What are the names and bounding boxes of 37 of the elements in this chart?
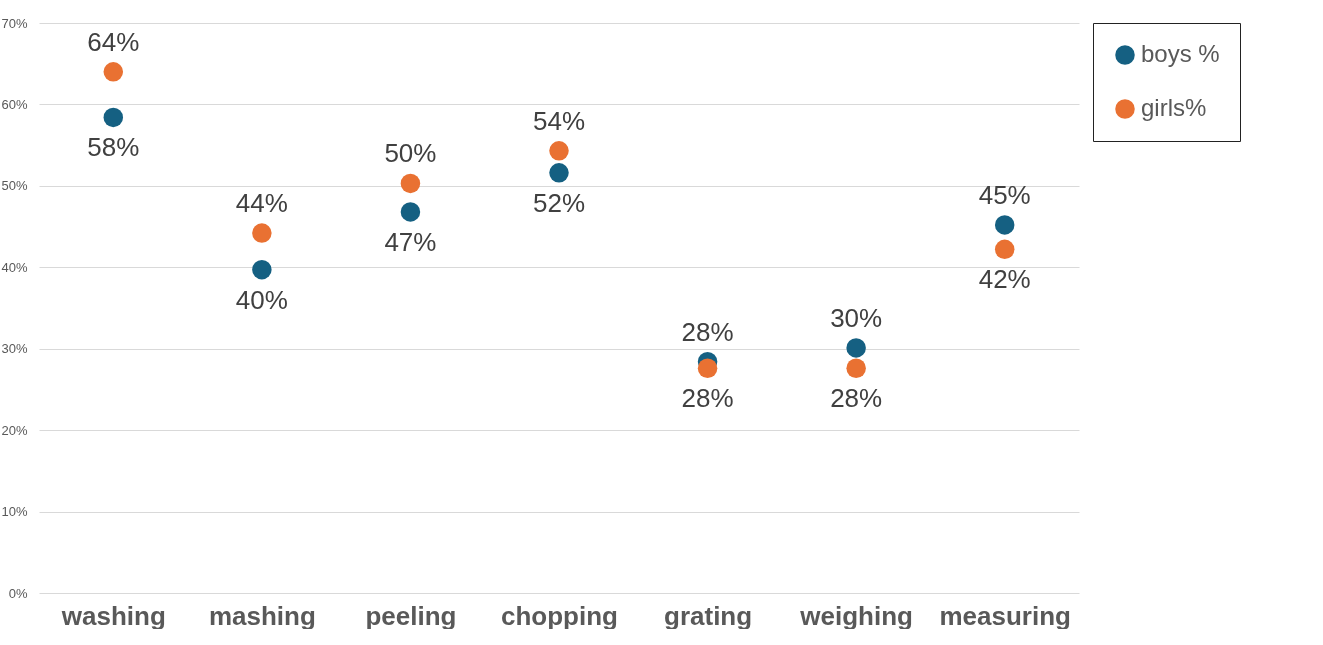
- data-label: 42%: [978, 264, 1031, 295]
- legend-label: girls%: [1141, 94, 1207, 121]
- point: [400, 173, 421, 194]
- data-label: 52%: [532, 187, 586, 218]
- data-label: 58%: [87, 132, 140, 163]
- y-tick-label: 20%: [1, 422, 28, 438]
- point: [994, 215, 1015, 235]
- point: [846, 338, 866, 358]
- y-tick-label: 10%: [1, 504, 28, 520]
- point: [994, 239, 1015, 260]
- data-label: 50%: [384, 138, 437, 169]
- legend-label: boys %: [1141, 40, 1220, 67]
- point: [103, 62, 124, 82]
- data-label: 45%: [978, 179, 1031, 210]
- point: [549, 163, 569, 183]
- data-label: 30%: [830, 302, 883, 333]
- data-label: 28%: [830, 383, 883, 414]
- y-tick-label: 70%: [1, 15, 28, 31]
- point: [549, 141, 569, 161]
- y-tick-label: 40%: [1, 259, 28, 275]
- point: [103, 107, 124, 128]
- data-label: 28%: [681, 383, 734, 414]
- y-tick-label: 0%: [8, 585, 28, 601]
- data-label: 47%: [384, 226, 437, 257]
- point: [697, 358, 718, 378]
- point: [400, 202, 421, 222]
- y-tick-label: 30%: [1, 341, 28, 357]
- data-label: 44%: [235, 188, 288, 219]
- data-label: 54%: [532, 105, 586, 136]
- point: [252, 260, 272, 280]
- data-label: 40%: [235, 284, 288, 315]
- data-label: 28%: [681, 316, 734, 347]
- point: [252, 223, 272, 243]
- point: [846, 358, 866, 378]
- data-label: 64%: [87, 26, 140, 57]
- y-tick-label: 50%: [1, 178, 28, 194]
- y-tick-label: 60%: [1, 96, 28, 112]
